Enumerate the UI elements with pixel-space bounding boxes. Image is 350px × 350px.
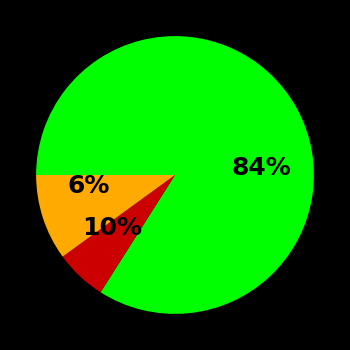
Wedge shape xyxy=(36,175,175,257)
Wedge shape xyxy=(36,36,314,314)
Wedge shape xyxy=(63,175,175,292)
Text: 10%: 10% xyxy=(83,216,142,240)
Text: 84%: 84% xyxy=(231,156,291,180)
Text: 6%: 6% xyxy=(68,174,110,198)
